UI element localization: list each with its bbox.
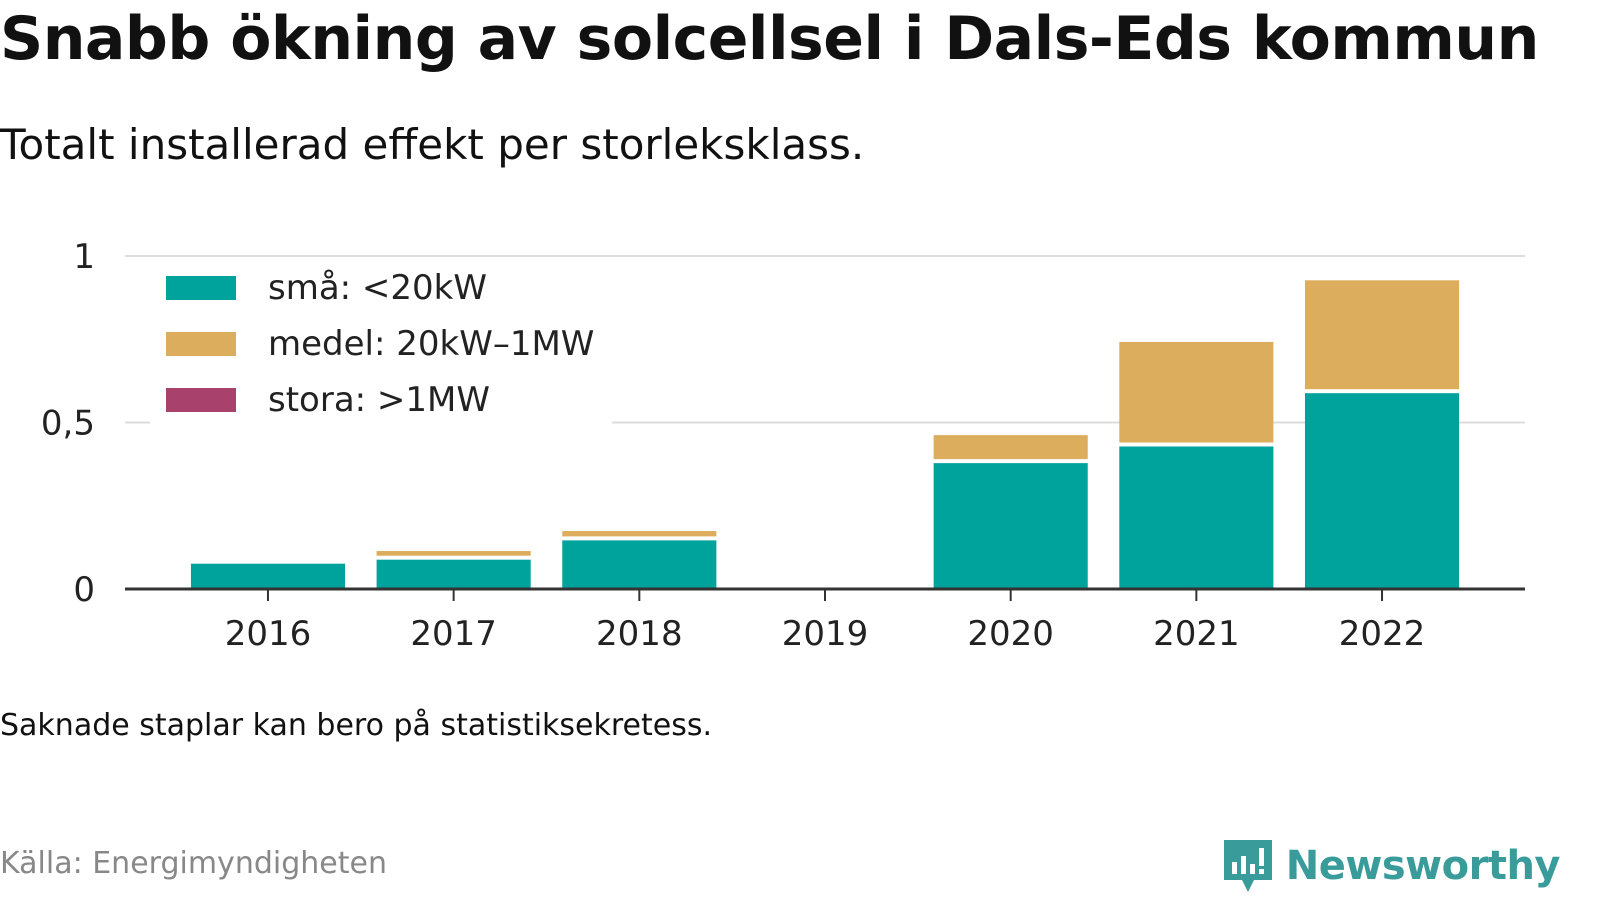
- x-tick-label: 2017: [410, 614, 497, 654]
- x-tick-label: 2019: [782, 614, 869, 654]
- x-tick-label: 2016: [225, 614, 312, 654]
- bar-segment: [562, 531, 717, 537]
- y-tick-label: 1: [73, 237, 95, 277]
- stacked-bar-chart: 0 0,5 1 2016 2017 2018 2019 2020 2021 2022 små: <…: [41, 237, 1525, 654]
- y-tick-label: 0,5: [41, 404, 95, 444]
- bar-segment: [190, 563, 346, 589]
- legend-swatch: [166, 276, 236, 300]
- legend-label: stora: >1MW: [268, 380, 490, 420]
- legend-swatch: [166, 388, 236, 412]
- x-tick-label: 2018: [596, 614, 683, 654]
- bar-segment: [376, 551, 531, 556]
- bar-segment: [562, 540, 717, 589]
- bars: [190, 280, 1460, 589]
- chart-note: Saknade staplar kan bero på statistiksek…: [0, 708, 713, 743]
- y-tick-label: 0: [73, 570, 95, 610]
- chart-subtitle: Totalt installerad effekt per storlekskl…: [0, 120, 865, 169]
- legend: små: <20kW medel: 20kW–1MW stora: >1MW: [150, 258, 612, 426]
- bar-segment: [376, 559, 531, 589]
- legend-label: medel: 20kW–1MW: [268, 324, 594, 364]
- bar-segment: [1119, 446, 1274, 589]
- x-tick-label: 2020: [967, 614, 1054, 654]
- bar-segment: [1304, 393, 1460, 589]
- bar-segment: [933, 435, 1088, 460]
- brand-logo[interactable]: Newsworthy: [1222, 838, 1561, 894]
- bar-segment: [1119, 341, 1274, 443]
- x-tick-label: 2021: [1153, 614, 1240, 654]
- brand-name: Newsworthy: [1285, 843, 1561, 889]
- newsworthy-logo-icon: [1223, 840, 1272, 892]
- axes: 0 0,5 1 2016 2017 2018 2019 2020 2021 2022: [41, 237, 1525, 654]
- bar-segment: [933, 463, 1088, 589]
- legend-label: små: <20kW: [268, 268, 487, 308]
- chart-title: Snabb ökning av solcellsel i Dals-Eds ko…: [0, 4, 1539, 74]
- x-tick-label: 2022: [1339, 614, 1426, 654]
- legend-swatch: [166, 332, 236, 356]
- source-text: Källa: Energimyndigheten: [0, 846, 387, 881]
- bar-segment: [1304, 280, 1460, 390]
